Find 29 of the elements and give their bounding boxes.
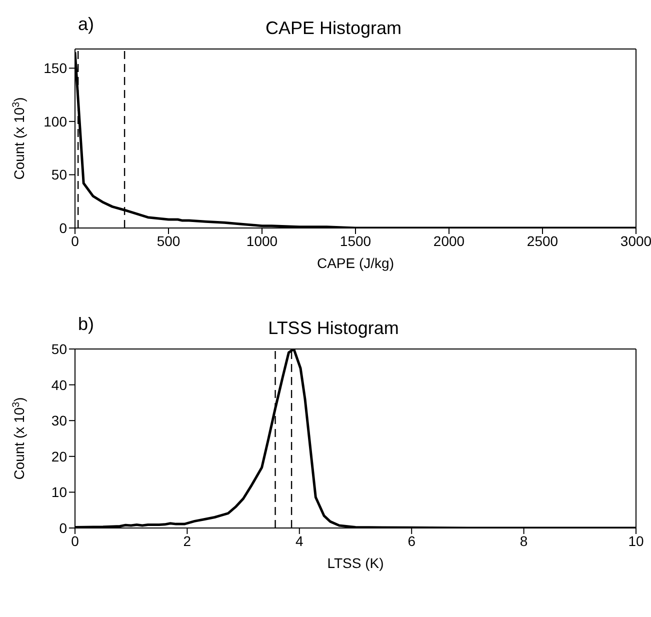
y-tick-label: 30 [51, 412, 68, 429]
y-tick-label: 0 [59, 520, 68, 536]
x-tick-label: 0 [71, 232, 80, 249]
y-tick-label: 40 [51, 376, 68, 393]
y-tick-label: 100 [44, 113, 68, 130]
x-tick-label: 4 [296, 532, 304, 549]
chart-title: LTSS Histogram [268, 318, 399, 338]
x-tick-label: 1000 [246, 232, 278, 249]
x-tick-label: 2 [183, 532, 192, 549]
y-tick-label: 0 [59, 220, 68, 236]
x-tick-label: 2000 [433, 232, 465, 249]
y-tick-label: 20 [51, 448, 68, 464]
x-axis-title: LTSS (K) [327, 555, 384, 571]
x-tick-label: 2500 [526, 232, 558, 249]
chart-title: CAPE Histogram [265, 18, 402, 38]
y-tick-label: 150 [44, 60, 68, 76]
y-tick-label: 50 [51, 340, 68, 357]
y-tick-label: 10 [51, 484, 68, 500]
x-tick-label: 10 [628, 532, 644, 549]
x-tick-label: 3000 [620, 232, 651, 249]
x-tick-label: 500 [156, 232, 180, 249]
x-tick-label: 8 [520, 532, 528, 549]
text: a) [78, 14, 94, 35]
text: b) [78, 314, 94, 335]
x-axis-title: CAPE (J/kg) [316, 255, 394, 271]
y-tick-label: 50 [51, 166, 68, 183]
x-tick-label: 6 [408, 532, 416, 549]
x-tick-label: 1500 [340, 232, 372, 249]
x-tick-label: 0 [71, 532, 80, 549]
